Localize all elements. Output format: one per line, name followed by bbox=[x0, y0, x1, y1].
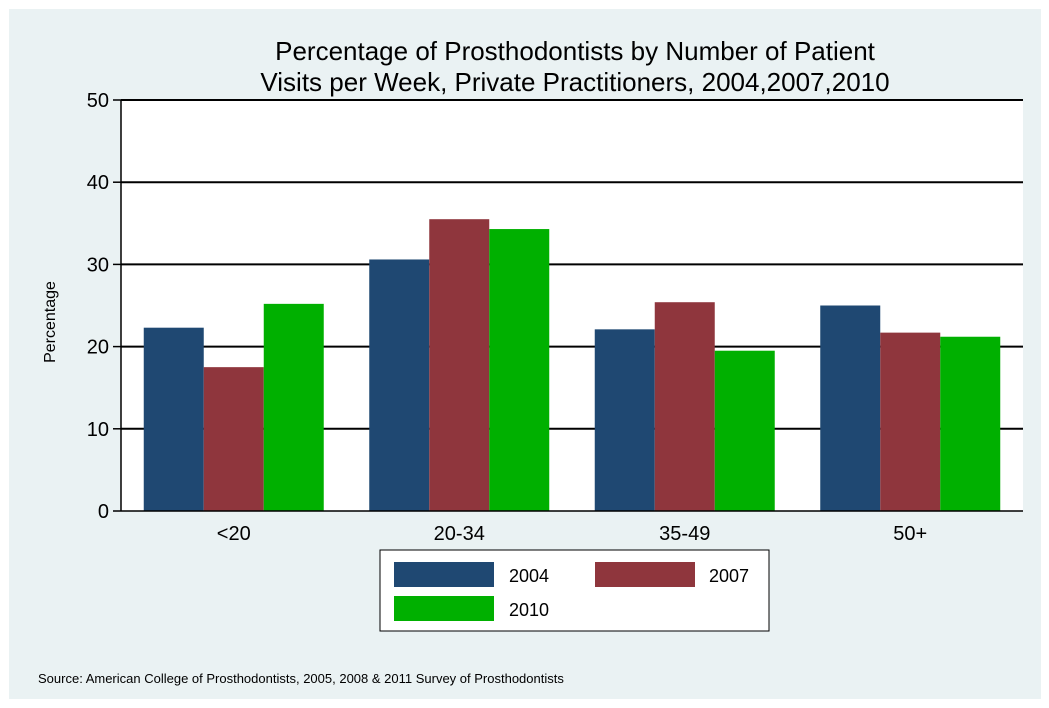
y-axis-title: Percentage bbox=[42, 281, 59, 363]
x-tick-label-0: <20 bbox=[217, 523, 251, 545]
chart-figure: Percentage of Prosthodontists by Number … bbox=[9, 9, 1041, 699]
y-tick-label-40: 40 bbox=[87, 172, 109, 194]
bar-2007-2 bbox=[654, 302, 715, 511]
bar-2004-0 bbox=[143, 327, 204, 511]
chart-title-line-2: Visits per Week, Private Practitioners, … bbox=[260, 67, 889, 97]
legend-label-2007: 2007 bbox=[709, 566, 749, 586]
bar-2007-3 bbox=[880, 332, 941, 511]
plot-layer: <20 20-34 35-49 50+ 0 10 20 30 40 50 bbox=[87, 90, 1023, 545]
x-tick-label-3: 50+ bbox=[893, 523, 927, 545]
legend-swatch-2010 bbox=[394, 596, 494, 621]
y-tick-label-0: 0 bbox=[98, 501, 109, 523]
chart-title-line-1: Percentage of Prosthodontists by Number … bbox=[275, 36, 876, 66]
bar-2004-1 bbox=[369, 259, 430, 511]
legend-label-2004: 2004 bbox=[509, 566, 549, 586]
bar-2004-3 bbox=[820, 305, 881, 511]
y-tick-label-50: 50 bbox=[87, 90, 109, 112]
legend-swatch-2004 bbox=[394, 562, 494, 587]
bar-chart: Percentage of Prosthodontists by Number … bbox=[38, 36, 1023, 686]
x-tick-label-2: 35-49 bbox=[659, 523, 710, 545]
bar-2010-0 bbox=[263, 303, 324, 511]
bar-2010-3 bbox=[940, 336, 1001, 511]
legend: 2004 2007 2010 bbox=[379, 549, 770, 632]
x-tick-label-1: 20-34 bbox=[434, 523, 485, 545]
bar-2010-1 bbox=[489, 229, 550, 511]
bar-2007-1 bbox=[429, 219, 490, 511]
legend-label-2010: 2010 bbox=[509, 600, 549, 620]
legend-swatch-2007 bbox=[595, 562, 695, 587]
source-note: Source: American College of Prosthodonti… bbox=[38, 671, 564, 686]
bar-2010-2 bbox=[714, 350, 775, 511]
y-tick-label-20: 20 bbox=[87, 337, 109, 359]
y-tick-label-30: 30 bbox=[87, 254, 109, 276]
bar-2007-0 bbox=[203, 367, 264, 511]
bar-2004-2 bbox=[594, 329, 655, 511]
y-tick-label-10: 10 bbox=[87, 419, 109, 441]
